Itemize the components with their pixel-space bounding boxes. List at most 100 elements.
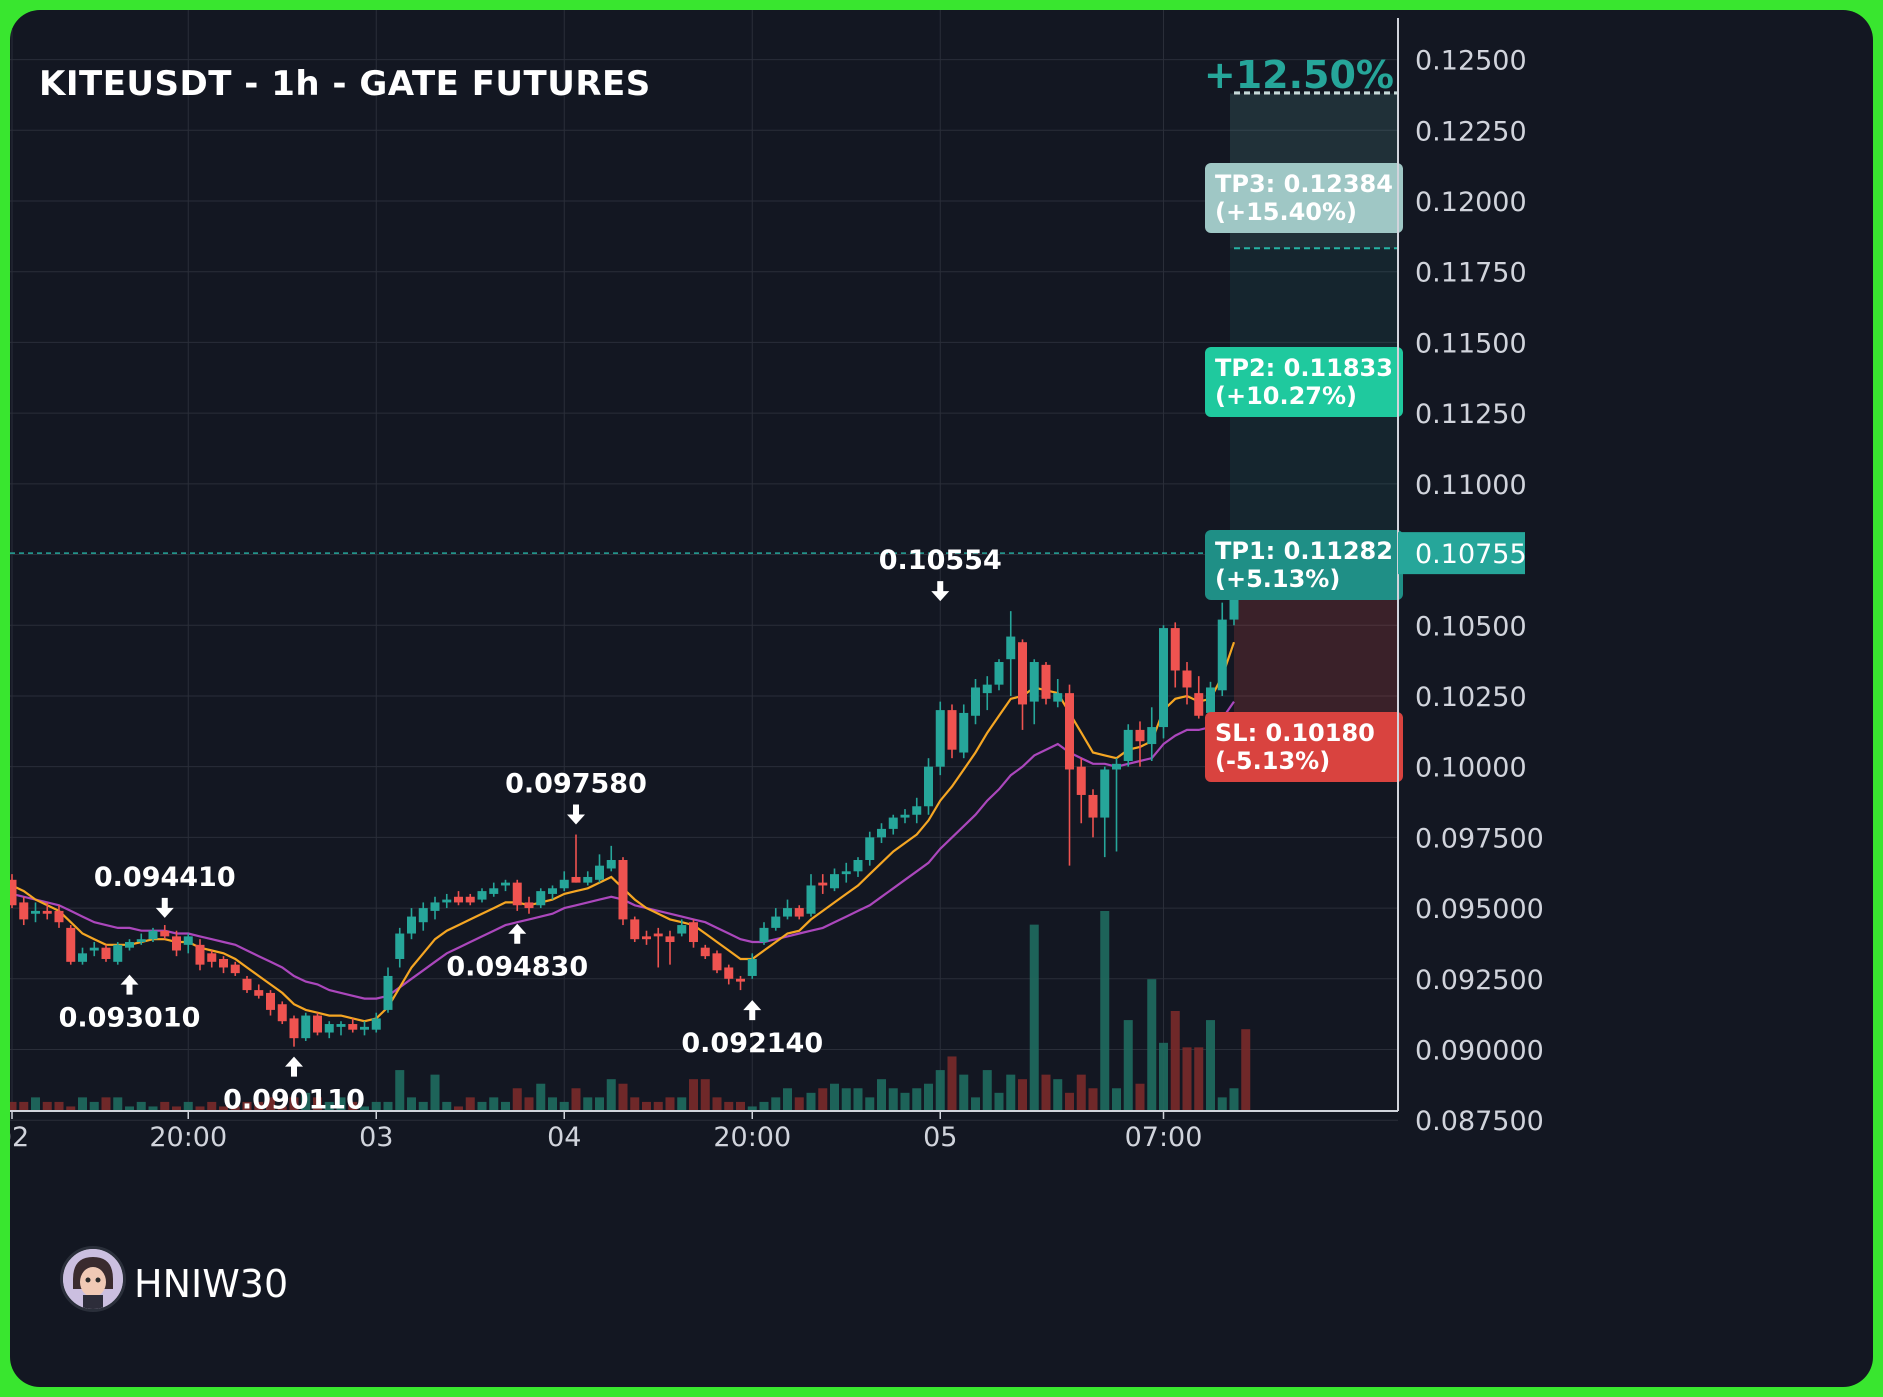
price-annotation: 0.090110 bbox=[223, 1056, 365, 1116]
volume-bar bbox=[442, 1101, 452, 1111]
candle bbox=[947, 704, 957, 759]
candle-body bbox=[195, 944, 205, 965]
candle-body bbox=[606, 860, 616, 869]
volume-bar bbox=[136, 1101, 146, 1111]
candle-body bbox=[148, 930, 158, 940]
volume-bar bbox=[912, 1088, 922, 1111]
price-chart[interactable]: 0.094410 0.093010 0.090110 0.097580 0.094830… bbox=[10, 10, 1873, 1387]
candle bbox=[818, 874, 828, 894]
volume-bar bbox=[160, 1101, 170, 1111]
candle-body bbox=[78, 953, 87, 962]
volume-bar bbox=[583, 1097, 593, 1111]
time-axis[interactable]: 02 20:00 03 04 20:00 05 07:00 bbox=[10, 1110, 1398, 1153]
candle-body bbox=[700, 947, 710, 957]
price-tick-label: 0.092500 bbox=[1415, 965, 1544, 996]
candle bbox=[853, 857, 863, 877]
volume-bar bbox=[1229, 1088, 1239, 1111]
volume-bar bbox=[665, 1097, 675, 1111]
sl-label-box bbox=[1205, 712, 1403, 782]
candle-body bbox=[336, 1024, 346, 1027]
volume-bar bbox=[724, 1101, 734, 1111]
candle bbox=[489, 882, 499, 897]
candles bbox=[10, 554, 1239, 1047]
candle bbox=[924, 758, 933, 815]
candle bbox=[1206, 681, 1215, 716]
candle bbox=[865, 831, 875, 866]
arrow-up-icon bbox=[285, 1056, 303, 1077]
tp1-label-price: TP1: 0.11282 bbox=[1215, 537, 1393, 565]
candle bbox=[125, 939, 134, 951]
tp2-label: TP2: 0.11833(+10.27%) bbox=[1205, 347, 1403, 417]
candle bbox=[712, 950, 722, 974]
sl-label-percent: (-5.13%) bbox=[1215, 747, 1330, 775]
volume-bar bbox=[101, 1097, 111, 1111]
volume-bar bbox=[712, 1097, 722, 1111]
candle-body bbox=[125, 942, 134, 948]
volume-bar bbox=[336, 1097, 346, 1111]
candle-body bbox=[971, 687, 980, 716]
candle bbox=[1194, 676, 1204, 719]
candle bbox=[19, 896, 29, 926]
candle-body bbox=[1006, 636, 1016, 660]
volume-bar bbox=[630, 1097, 640, 1111]
volume-bar bbox=[430, 1074, 440, 1111]
candle bbox=[42, 902, 52, 920]
total-return-label: +12.50% bbox=[1204, 53, 1394, 97]
candle bbox=[101, 944, 111, 962]
candle-body bbox=[888, 817, 898, 829]
volume-bar bbox=[371, 1101, 381, 1111]
volume-bar bbox=[947, 1056, 957, 1111]
candle bbox=[430, 896, 440, 920]
candle-body bbox=[724, 967, 734, 979]
candle-body bbox=[113, 944, 123, 962]
candle bbox=[148, 927, 158, 943]
candle-body bbox=[853, 860, 863, 872]
candle bbox=[830, 868, 839, 892]
volume-bar bbox=[1088, 1088, 1098, 1111]
volume-bars bbox=[10, 911, 1251, 1111]
candle-body bbox=[101, 947, 111, 959]
candle-body bbox=[348, 1024, 358, 1030]
volume-bar bbox=[1194, 1047, 1204, 1111]
candle-body bbox=[219, 958, 228, 968]
volume-bar bbox=[148, 1106, 158, 1111]
candle-body bbox=[289, 1018, 299, 1039]
candle-body bbox=[1170, 628, 1180, 671]
volume-bar bbox=[736, 1101, 745, 1111]
candle-body bbox=[54, 910, 64, 923]
candle-body bbox=[183, 936, 193, 945]
candle-body bbox=[501, 882, 510, 886]
price-tick-label: 0.090000 bbox=[1415, 1035, 1544, 1066]
volume-bar bbox=[1029, 924, 1039, 1111]
candle bbox=[935, 701, 945, 776]
price-tick-label: 0.11000 bbox=[1415, 470, 1527, 501]
arrow-up-icon bbox=[743, 1000, 762, 1021]
candle-body bbox=[1053, 693, 1063, 702]
volume-bar bbox=[783, 1088, 792, 1111]
candle bbox=[618, 857, 628, 926]
candle-body bbox=[536, 891, 546, 906]
candle bbox=[207, 950, 217, 968]
volume-bar bbox=[242, 1101, 252, 1111]
volume-bar bbox=[266, 1097, 275, 1111]
candle-body bbox=[1076, 766, 1086, 795]
volume-bar bbox=[818, 1088, 828, 1111]
candle bbox=[183, 933, 193, 954]
volume-bar bbox=[89, 1101, 99, 1111]
volume-bar bbox=[536, 1083, 546, 1111]
price-annotations: 0.094410 0.093010 0.090110 0.097580 0.094830… bbox=[59, 545, 1002, 1116]
volume-bar bbox=[219, 1106, 228, 1111]
volume-bar bbox=[10, 1101, 17, 1111]
price-axis[interactable]: 0.12500 0.12250 0.12000 0.11750 0.11500 0.112… bbox=[1397, 18, 1544, 1137]
arrow-up-icon bbox=[120, 974, 139, 995]
candle-body bbox=[371, 1018, 381, 1030]
author-name[interactable]: HNIW30 bbox=[134, 1262, 289, 1306]
author-avatar[interactable] bbox=[60, 1246, 126, 1312]
volume-bar bbox=[454, 1106, 463, 1111]
volume-bar bbox=[794, 1097, 804, 1111]
volume-bar bbox=[595, 1097, 604, 1111]
volume-bar bbox=[994, 1092, 1004, 1111]
candle bbox=[195, 939, 205, 971]
time-tick-label: 05 bbox=[923, 1122, 957, 1153]
volume-bar bbox=[982, 1070, 992, 1111]
